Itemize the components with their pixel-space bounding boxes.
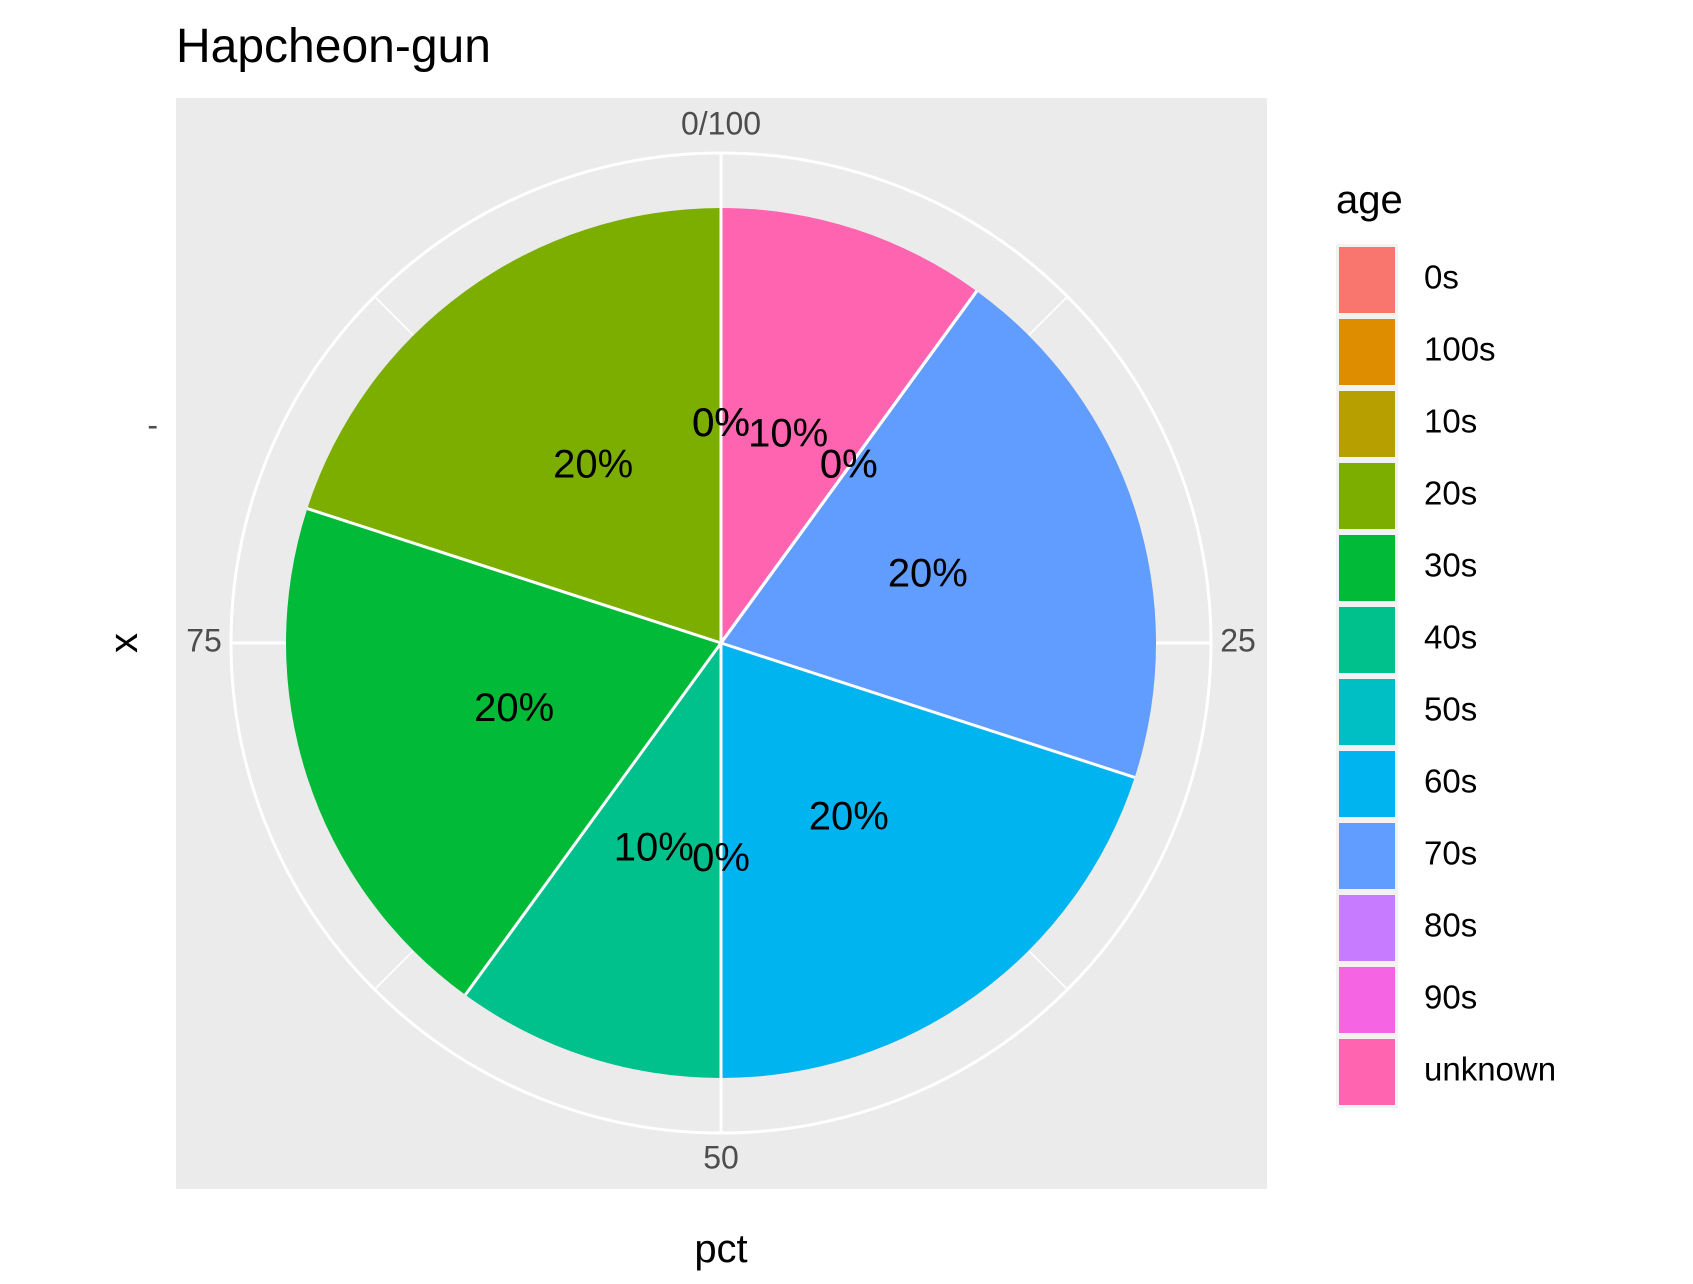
legend-label-30s: 30s <box>1424 547 1477 584</box>
slice-30s <box>285 508 721 995</box>
legend-title: age <box>1336 178 1403 222</box>
data-label-60s: 20% <box>809 795 889 839</box>
legend-key-40s <box>1339 607 1395 673</box>
legend-label-unknown: unknown <box>1424 1051 1556 1088</box>
slice-40s <box>465 643 721 1078</box>
legend-key-90s <box>1339 967 1395 1033</box>
data-label-10s: 0% <box>692 401 750 445</box>
slice-70s <box>721 291 1156 778</box>
data-labels: 10%0%0%20%20%0%10%20%20%0%0%0% <box>474 401 968 880</box>
angular-tick-label: 75 <box>186 622 222 658</box>
legend-key-20s <box>1339 463 1395 529</box>
angular-tick-label: 50 <box>703 1139 739 1175</box>
legend-label-20s: 20s <box>1424 475 1477 512</box>
slices <box>285 208 1156 1078</box>
slice-boundary <box>464 642 723 996</box>
data-label-20s: 20% <box>553 443 633 487</box>
legend-key-30s <box>1339 535 1395 601</box>
data-label-90s: 0% <box>820 443 878 487</box>
y-tick-label: - <box>147 407 158 443</box>
slice-boundaries <box>306 208 1136 1078</box>
slice-boundary <box>306 507 722 645</box>
legend-items: 0s 100s 10s 20s 30s 40s 50s 60s 70s 80s 90s unknown <box>1336 244 1556 1108</box>
legend-key-80s <box>1339 895 1395 961</box>
legend-label-40s: 40s <box>1424 619 1477 656</box>
legend: age 0s 100s 10s 20s 30s 40s 50s 60s 70s 80s 90s unk… <box>1336 178 1556 1108</box>
legend-label-70s: 70s <box>1424 835 1477 872</box>
angular-ticks: 0/100 25 50 75 <box>186 105 1256 1175</box>
data-label-30s: 20% <box>474 686 554 730</box>
slice-boundary <box>720 641 1136 779</box>
legend-key-10s <box>1339 391 1395 457</box>
slice-60s <box>721 643 1135 1078</box>
legend-label-60s: 60s <box>1424 763 1477 800</box>
slice-unknown <box>721 208 977 643</box>
legend-key-70s <box>1339 823 1395 889</box>
data-label-70s: 20% <box>888 551 968 595</box>
slice-20s <box>307 208 721 643</box>
angular-tick-label: 0/100 <box>681 105 761 141</box>
data-label-0s: 0% <box>692 401 750 445</box>
legend-key-100s <box>1339 319 1395 385</box>
slice-boundary <box>719 290 978 644</box>
legend-label-100s: 100s <box>1424 331 1496 368</box>
legend-label-80s: 80s <box>1424 907 1477 944</box>
legend-key-0s <box>1339 247 1395 313</box>
data-label-50s: 0% <box>692 836 750 880</box>
legend-label-0s: 0s <box>1424 259 1459 296</box>
legend-label-10s: 10s <box>1424 403 1477 440</box>
y-axis-title: x <box>102 633 146 653</box>
data-label-80s: 0% <box>820 443 878 487</box>
x-axis-title: pct <box>694 1227 747 1271</box>
data-label-unknown: 10% <box>748 412 828 456</box>
data-label-40s: 10% <box>614 825 694 869</box>
legend-label-50s: 50s <box>1424 691 1477 728</box>
data-label-100s: 0% <box>692 401 750 445</box>
legend-label-90s: 90s <box>1424 979 1477 1016</box>
chart-title: Hapcheon-gun <box>176 20 491 73</box>
legend-key-50s <box>1339 679 1395 745</box>
legend-key-60s <box>1339 751 1395 817</box>
angular-tick-label: 25 <box>1220 622 1256 658</box>
legend-key-unknown <box>1339 1039 1395 1105</box>
